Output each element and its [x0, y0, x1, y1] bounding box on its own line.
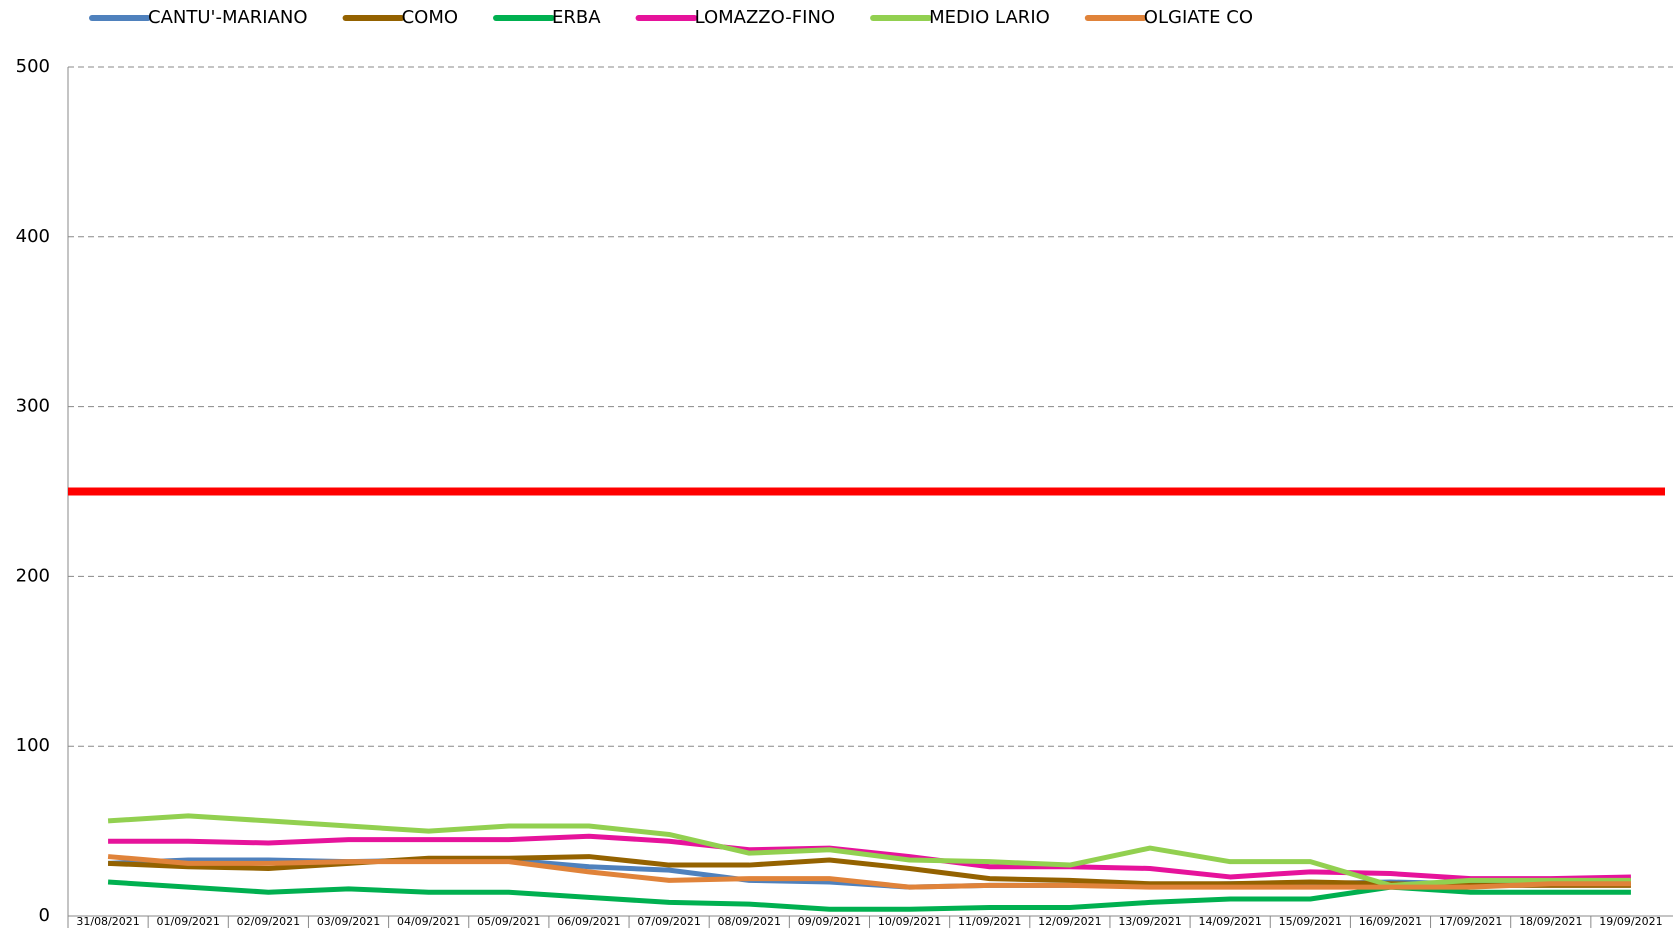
x-tick-label: 14/09/2021 — [1198, 915, 1261, 928]
x-tick-label: 17/09/2021 — [1439, 915, 1502, 928]
x-tick-label: 08/09/2021 — [718, 915, 781, 928]
y-tick-label: 500 — [16, 56, 50, 77]
legend-label: COMO — [402, 7, 458, 28]
series-line — [107, 854, 1631, 890]
series-line — [108, 833, 1631, 882]
x-tick-label: 13/09/2021 — [1118, 915, 1181, 928]
x-tick-label: 19/09/2021 — [1599, 915, 1662, 928]
x-tick-label: 04/09/2021 — [397, 915, 460, 928]
series-line — [107, 813, 1631, 888]
y-tick-label: 400 — [16, 226, 50, 247]
x-tick-label: 01/09/2021 — [157, 915, 220, 928]
x-tick-label: 09/09/2021 — [798, 915, 861, 928]
y-tick-label: 0 — [39, 905, 50, 926]
legend-label: ERBA — [552, 7, 601, 28]
x-tick-label: 10/09/2021 — [878, 915, 941, 928]
x-tick-label: 15/09/2021 — [1279, 915, 1342, 928]
x-tick-label: 31/08/2021 — [76, 915, 139, 928]
x-tick-label: 06/09/2021 — [557, 915, 620, 928]
x-tick-label: 02/09/2021 — [237, 915, 300, 928]
x-tick-label: 05/09/2021 — [477, 915, 540, 928]
x-tick-label: 07/09/2021 — [637, 915, 700, 928]
x-tick-label: 11/09/2021 — [958, 915, 1021, 928]
y-tick-label: 100 — [16, 735, 50, 756]
legend-label: OLGIATE CO — [1144, 7, 1253, 28]
x-tick-label: 18/09/2021 — [1519, 915, 1582, 928]
y-tick-label: 300 — [16, 396, 50, 417]
x-tick-label: 03/09/2021 — [317, 915, 380, 928]
x-tick-label: 16/09/2021 — [1359, 915, 1422, 928]
x-tick-label: 12/09/2021 — [1038, 915, 1101, 928]
legend-label: MEDIO LARIO — [929, 7, 1050, 28]
legend-label: LOMAZZO-FINO — [695, 7, 836, 28]
y-tick-label: 200 — [16, 565, 50, 586]
legend-label: CANTU'-MARIANO — [148, 7, 308, 28]
